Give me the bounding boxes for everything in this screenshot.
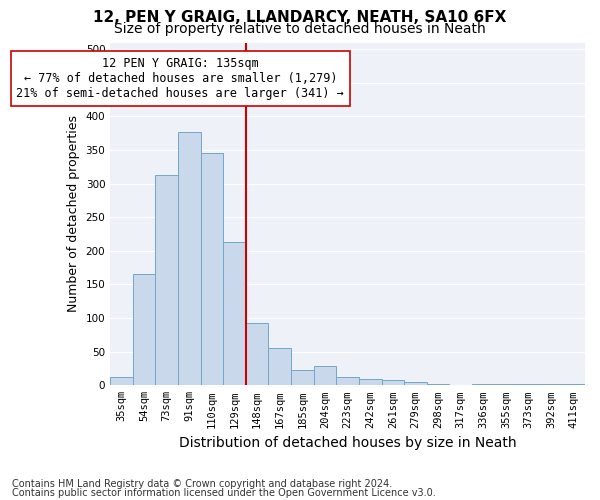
Bar	[359, 378, 382, 386]
Bar	[540, 384, 562, 386]
Bar	[133, 274, 155, 386]
Bar	[246, 323, 268, 386]
Bar	[404, 382, 427, 386]
Text: Contains public sector information licensed under the Open Government Licence v3: Contains public sector information licen…	[12, 488, 436, 498]
Text: 12, PEN Y GRAIG, LLANDARCY, NEATH, SA10 6FX: 12, PEN Y GRAIG, LLANDARCY, NEATH, SA10 …	[94, 10, 506, 25]
Bar	[200, 152, 223, 386]
Text: Contains HM Land Registry data © Crown copyright and database right 2024.: Contains HM Land Registry data © Crown c…	[12, 479, 392, 489]
Bar	[427, 384, 449, 386]
Bar	[382, 380, 404, 386]
Bar	[178, 132, 200, 386]
X-axis label: Distribution of detached houses by size in Neath: Distribution of detached houses by size …	[179, 436, 517, 450]
Bar	[337, 376, 359, 386]
Bar	[268, 348, 291, 386]
Bar	[314, 366, 337, 386]
Text: Size of property relative to detached houses in Neath: Size of property relative to detached ho…	[114, 22, 486, 36]
Bar	[110, 376, 133, 386]
Text: 12 PEN Y GRAIG: 135sqm
← 77% of detached houses are smaller (1,279)
21% of semi-: 12 PEN Y GRAIG: 135sqm ← 77% of detached…	[16, 58, 344, 100]
Bar	[494, 384, 517, 386]
Bar	[223, 242, 246, 386]
Bar	[155, 175, 178, 386]
Bar	[517, 384, 540, 386]
Bar	[291, 370, 314, 386]
Bar	[472, 384, 494, 386]
Bar	[562, 384, 585, 386]
Y-axis label: Number of detached properties: Number of detached properties	[67, 116, 80, 312]
